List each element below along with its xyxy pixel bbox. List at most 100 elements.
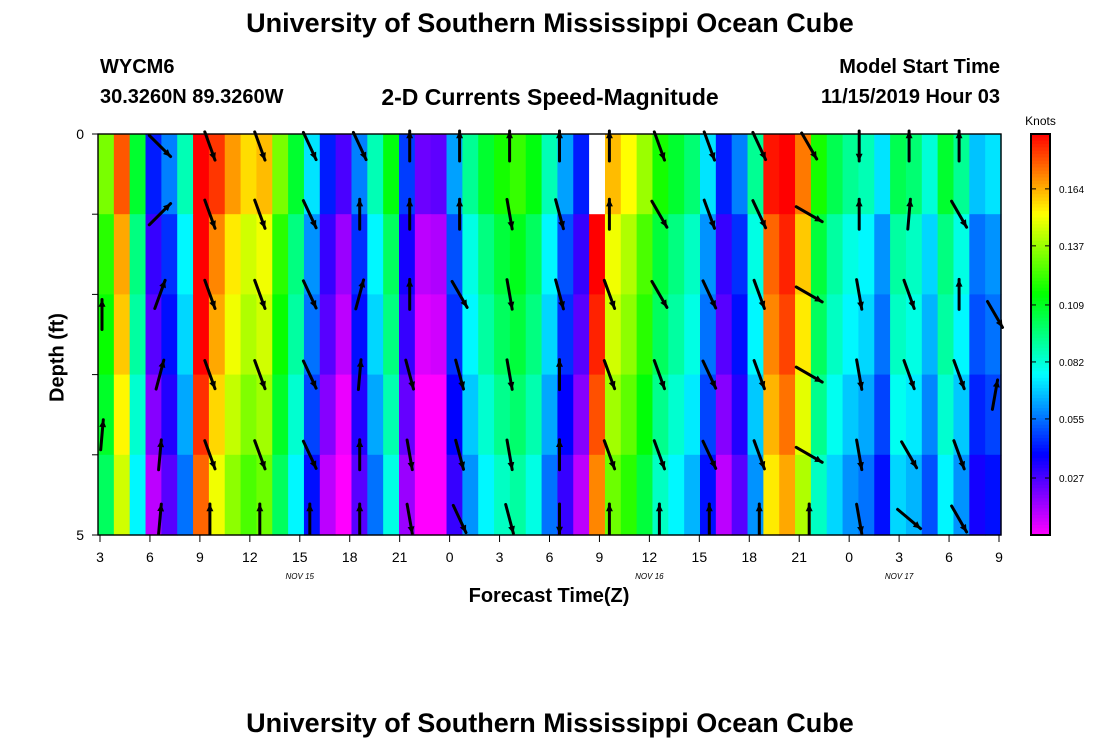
- heatmap-cell: [256, 214, 273, 295]
- vector-head: [658, 460, 666, 469]
- current-vector: [752, 359, 766, 391]
- date-label: NOV 17: [885, 572, 914, 581]
- heatmap-cell: [399, 294, 416, 376]
- colorbar-segment: [1031, 194, 1050, 199]
- heatmap-cell: [383, 294, 400, 376]
- x-tick-label: 0: [446, 549, 454, 565]
- heatmap-cell: [494, 294, 511, 376]
- current-vector: [556, 438, 563, 472]
- current-vector: [157, 502, 165, 536]
- current-vector: [900, 440, 919, 470]
- vector-head: [908, 380, 915, 389]
- heatmap-cell: [208, 294, 226, 376]
- heatmap-cell: [462, 294, 479, 376]
- current-vector: [153, 278, 167, 310]
- heatmap-cell: [541, 454, 559, 536]
- heatmap-cell: [905, 294, 923, 376]
- heatmap-cell: [383, 214, 400, 295]
- current-vector: [855, 278, 864, 311]
- colorbar-segment: [1031, 468, 1050, 473]
- heatmap-cell: [288, 134, 305, 215]
- colorbar-segment: [1031, 200, 1050, 205]
- colorbar-segment: [1031, 521, 1050, 526]
- vector-head: [908, 300, 915, 309]
- vector-head: [163, 149, 171, 157]
- vector-head: [759, 151, 766, 160]
- heatmap-cell: [430, 134, 448, 215]
- current-vector: [902, 278, 916, 310]
- heatmap-cell: [367, 134, 384, 215]
- current-vector: [253, 359, 267, 391]
- colorbar-segment: [1031, 244, 1050, 249]
- heatmap-cell: [383, 134, 400, 215]
- heatmap-cell: [810, 374, 828, 456]
- heatmap-cell: [810, 214, 828, 295]
- vector-head: [259, 220, 266, 229]
- colorbar-segment: [1031, 157, 1050, 162]
- heatmap-cell: [684, 134, 701, 215]
- colorbar-segment: [1031, 528, 1050, 533]
- station-id: WYCM6: [100, 56, 175, 78]
- heatmap-cell: [858, 294, 875, 376]
- colorbar-segment: [1031, 274, 1050, 279]
- current-vector: [655, 502, 663, 536]
- heatmap-cell: [858, 214, 875, 295]
- heatmap-cell: [288, 454, 305, 536]
- colorbar-segment: [1031, 401, 1050, 406]
- heatmap-cell: [826, 374, 844, 456]
- heatmap-cell: [145, 134, 162, 215]
- current-vector: [650, 199, 669, 229]
- heatmap-cell: [462, 374, 479, 456]
- heatmap-cell: [399, 134, 416, 215]
- heatmap-cell: [208, 454, 226, 536]
- x-tick-label: 9: [196, 549, 204, 565]
- x-tick-label: 18: [741, 549, 757, 565]
- heatmap-cell: [224, 374, 242, 456]
- vector-head: [608, 380, 616, 389]
- colorbar-segment: [1031, 240, 1050, 245]
- vector-head: [460, 299, 468, 308]
- heatmap-cell: [509, 374, 527, 456]
- colorbar-segment: [1031, 317, 1050, 322]
- vector-head: [407, 461, 415, 470]
- heatmap-cell: [430, 214, 448, 295]
- x-tick-label: 6: [146, 549, 154, 565]
- heatmap-cell: [795, 294, 812, 376]
- heatmap-cell: [700, 454, 717, 536]
- colorbar-segment: [1031, 421, 1050, 426]
- colorbar-segment: [1031, 247, 1050, 252]
- colorbar-segment: [1031, 474, 1050, 479]
- current-vector: [794, 285, 824, 304]
- heatmap-cell: [129, 134, 147, 215]
- colorbar-segment: [1031, 254, 1050, 259]
- colorbar-segment: [1031, 354, 1050, 359]
- current-vector: [701, 279, 718, 310]
- heatmap-cell: [161, 454, 178, 536]
- heatmap-cell: [177, 214, 194, 295]
- current-vector: [896, 507, 923, 531]
- colorbar-segment: [1031, 514, 1050, 519]
- heatmap-cell: [573, 294, 590, 376]
- heatmap-cell: [525, 374, 543, 456]
- vector-head: [814, 455, 823, 463]
- heatmap-cell: [494, 214, 511, 295]
- heatmap-cell: [509, 134, 527, 215]
- current-vector: [652, 359, 666, 391]
- heatmap-cell: [256, 374, 273, 456]
- heatmap-cell: [842, 294, 860, 376]
- current-vector: [253, 198, 267, 230]
- heatmap-cell: [700, 214, 717, 295]
- colorbar-segment: [1031, 481, 1050, 486]
- current-vector: [855, 358, 864, 391]
- vector-head: [259, 300, 266, 309]
- vector-head: [606, 199, 613, 207]
- heatmap-cell: [98, 214, 115, 295]
- vector-head: [458, 461, 465, 470]
- colorbar-segment: [1031, 277, 1050, 282]
- colorbar-segment: [1031, 257, 1050, 262]
- colorbar-segment: [1031, 220, 1050, 225]
- vector-head: [857, 381, 864, 390]
- vector-head: [608, 300, 616, 309]
- heatmap-cell: [779, 294, 796, 376]
